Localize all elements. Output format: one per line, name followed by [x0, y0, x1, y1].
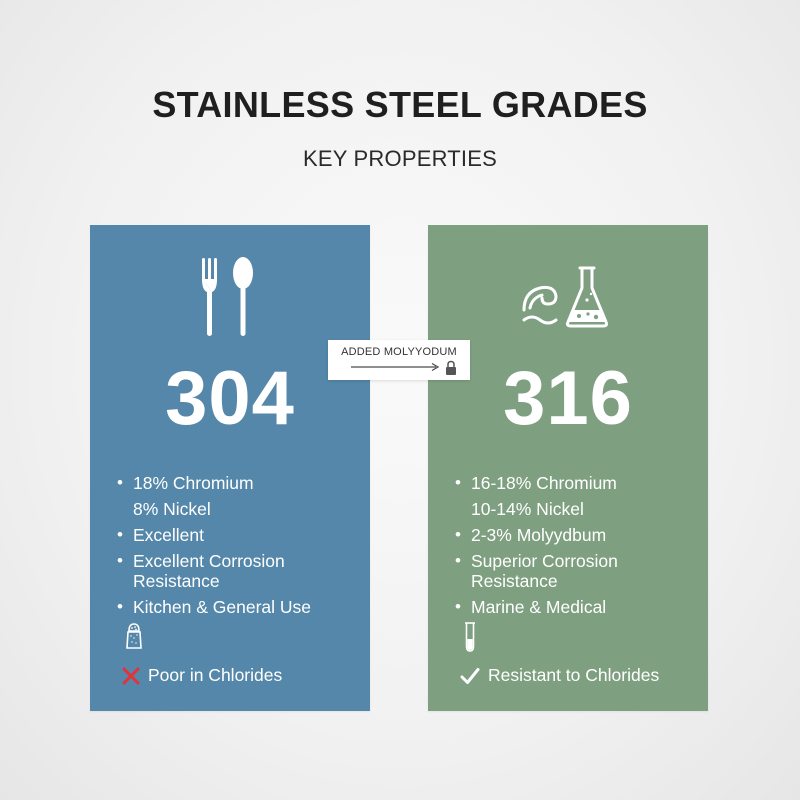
property-item: 10-14% Nickel	[471, 499, 584, 519]
test-tube-icon	[462, 621, 478, 658]
property-item: 16-18% Chromium	[455, 473, 700, 493]
property-list: 16-18% Chromium 10-14% Nickel 2-3% Molyy…	[455, 473, 700, 623]
property-item: Marine & Medical	[455, 597, 700, 617]
verdict-text: Resistant to Chlorides	[488, 665, 660, 685]
verdict-text: Poor in Chlorides	[148, 665, 283, 685]
page-title: STAINLESS STEEL GRADES	[152, 84, 648, 125]
property-item: 2-3% Molyydbum	[455, 525, 700, 545]
fork-and-spoon-icon	[90, 251, 370, 343]
page-subtitle: KEY PROPERTIES	[303, 146, 497, 171]
grade-number: 316	[503, 356, 633, 441]
property-item: Excellent	[117, 525, 362, 545]
salt-shaker-icon	[124, 621, 144, 656]
verdict: Resistant to Chlorides	[460, 665, 659, 686]
property-item: Excellent Corrosion Resistance	[117, 551, 362, 591]
property-item: Kitchen & General Use	[117, 597, 362, 617]
added-molybdenum-callout: ADDED MOLYYODUM	[328, 340, 470, 380]
arrow-right-icon	[350, 360, 442, 378]
lock-icon	[445, 360, 457, 381]
wave-and-flask-icon	[428, 251, 708, 343]
grade-number: 304	[165, 356, 295, 441]
property-item: 18% Chromium	[117, 473, 362, 493]
check-icon	[460, 667, 480, 685]
property-item: 8% Nickel	[133, 499, 211, 519]
property-list: 18% Chromium 8% Nickel Excellent Excelle…	[117, 473, 362, 623]
grade-card-316: 316 16-18% Chromium 10-14% Nickel 2-3% M…	[428, 225, 708, 711]
property-item: Superior Corrosion Resistance	[455, 551, 700, 591]
grade-card-304: 304 18% Chromium 8% Nickel Excellent Exc…	[90, 225, 370, 711]
verdict: Poor in Chlorides	[122, 665, 282, 686]
cross-icon	[122, 667, 140, 685]
callout-label: ADDED MOLYYODUM	[341, 346, 457, 358]
